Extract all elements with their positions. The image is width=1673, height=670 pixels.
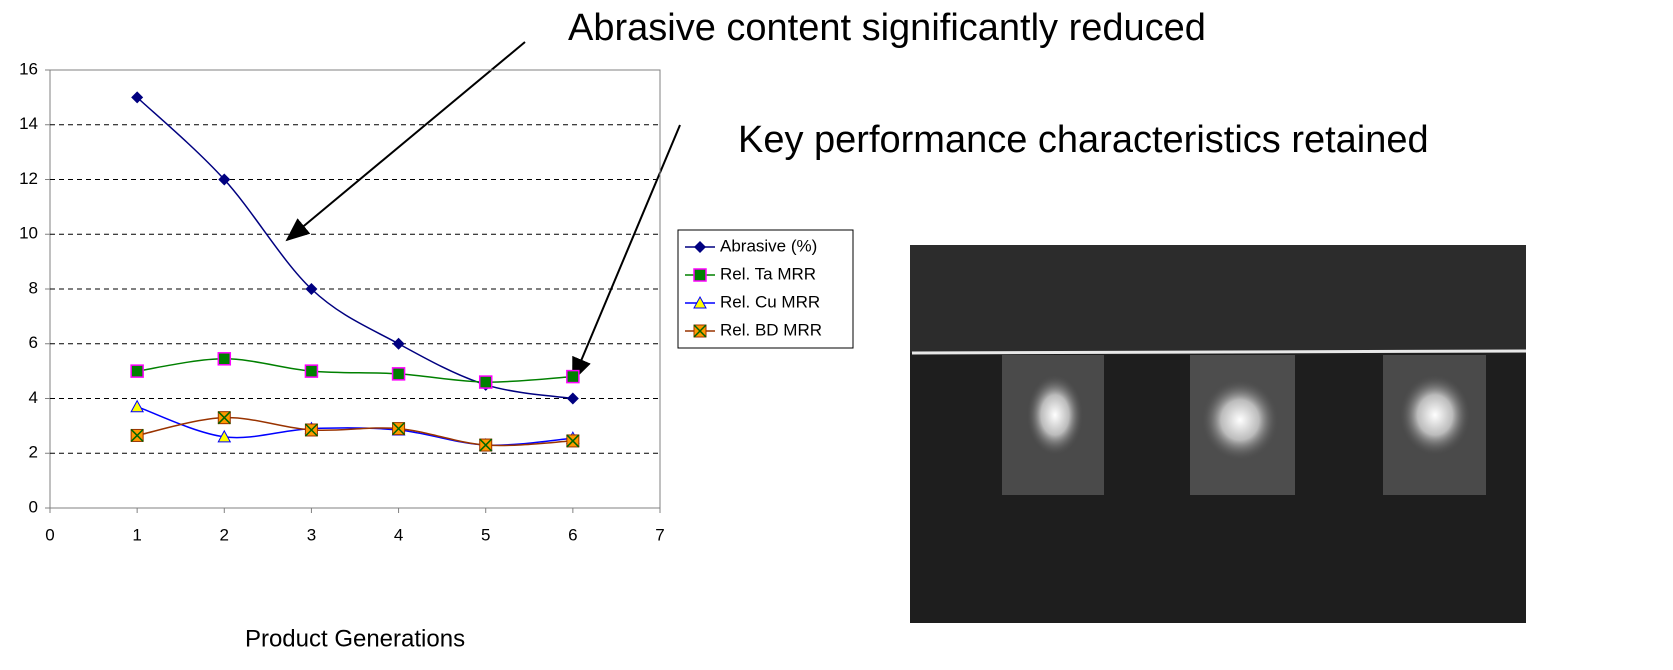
marker (693, 268, 707, 282)
marker-part (217, 411, 231, 425)
marker (693, 295, 707, 309)
x-tick-label: 5 (481, 525, 490, 544)
x-tick-label: 1 (132, 525, 141, 544)
x-tick-label: 2 (220, 525, 229, 544)
marker (566, 369, 580, 384)
y-tick-label: 12 (19, 169, 38, 188)
marker (304, 423, 318, 437)
marker (131, 91, 144, 104)
marker (694, 241, 706, 253)
marker (130, 364, 144, 378)
series-line (137, 358, 573, 383)
y-tick-label: 0 (29, 497, 38, 516)
marker (392, 337, 405, 350)
marker (305, 283, 318, 295)
marker (130, 399, 144, 413)
marker (217, 429, 232, 443)
marker-part (479, 438, 493, 452)
x-tick-label: 7 (655, 525, 664, 544)
x-tick-label: 4 (394, 525, 403, 544)
x-axis-label: Product Generations (245, 625, 465, 652)
x-tick-label: 3 (307, 525, 316, 544)
series-line (136, 96, 573, 400)
marker (479, 438, 493, 452)
marker (218, 173, 231, 186)
marker (566, 434, 580, 448)
annotation: Abrasive content significantly reduced (568, 7, 1206, 49)
marker (304, 364, 319, 378)
legend (677, 229, 854, 349)
marker (217, 411, 231, 425)
marker-part (693, 324, 707, 338)
arrow (285, 41, 526, 242)
y-tick-label: 8 (29, 278, 38, 297)
y-tick-label: 16 (19, 59, 38, 78)
marker (392, 422, 406, 436)
y-tick-label: 6 (29, 333, 38, 352)
legend-label: Rel. BD MRR (720, 320, 822, 339)
y-tick-label: 2 (29, 443, 38, 462)
marker (391, 367, 406, 381)
arrow (572, 124, 681, 382)
annotation: Key performance characteristics retained (738, 119, 1429, 161)
micrograph (910, 245, 1527, 623)
x-tick-label: 0 (45, 525, 54, 544)
marker (693, 324, 707, 338)
legend-label: Rel. Ta MRR (720, 264, 816, 283)
marker (566, 392, 579, 405)
marker-part (304, 423, 318, 437)
marker (478, 375, 493, 389)
marker (217, 352, 232, 366)
marker-part (566, 434, 580, 448)
y-tick-label: 14 (19, 114, 38, 133)
marker-part (392, 422, 406, 436)
marker (130, 428, 144, 442)
series-line (136, 416, 573, 447)
legend-label: Abrasive (%) (720, 236, 817, 255)
x-tick-label: 6 (568, 525, 577, 544)
series-line (136, 406, 573, 446)
marker-part (130, 428, 144, 442)
y-tick-label: 4 (29, 388, 38, 407)
y-tick-label: 10 (19, 224, 38, 243)
legend-label: Rel. Cu MRR (720, 292, 820, 311)
